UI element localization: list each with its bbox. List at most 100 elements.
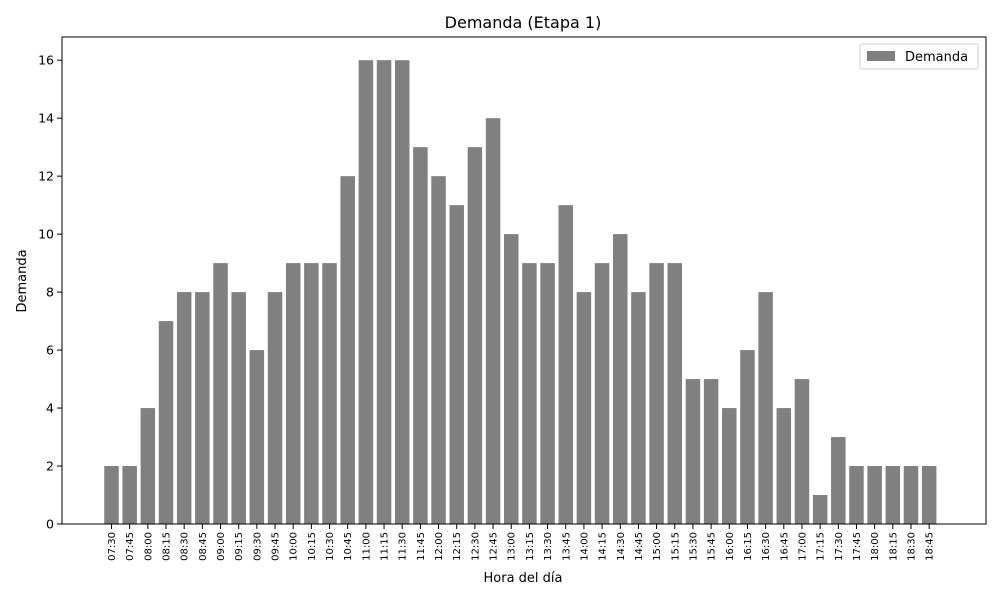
y-tick-label: 4 <box>46 401 54 416</box>
bar-13:45 <box>558 205 573 524</box>
bar-10:15 <box>304 263 319 524</box>
x-tick-label: 11:30 <box>398 532 409 561</box>
bar-17:30 <box>831 437 846 524</box>
bar-18:15 <box>885 466 901 524</box>
bar-14:00 <box>576 292 592 524</box>
bar-18:45 <box>921 466 937 524</box>
y-axis-label: Demanda <box>15 249 30 312</box>
bar-08:15 <box>158 321 174 524</box>
bar-17:15 <box>812 495 828 524</box>
x-tick-label: 12:30 <box>470 532 481 561</box>
x-tick-label: 18:15 <box>888 532 899 561</box>
legend-label: Demanda <box>905 50 968 65</box>
x-tick-label: 16:45 <box>779 532 790 561</box>
x-tick-label: 18:00 <box>870 532 881 561</box>
plot-frame <box>61 36 987 525</box>
bar-14:15 <box>594 263 610 524</box>
bar-15:30 <box>685 379 701 524</box>
x-tick-label: 15:45 <box>707 532 718 561</box>
x-tick-label: 07:45 <box>125 532 136 561</box>
bar-08:30 <box>176 292 192 524</box>
bar-11:00 <box>358 60 374 524</box>
x-tick-label: 16:15 <box>743 532 754 561</box>
y-tick-label: 14 <box>38 111 54 126</box>
x-tick-label: 17:15 <box>816 532 827 561</box>
legend: Demanda <box>859 43 979 70</box>
bar-16:30 <box>758 292 773 524</box>
x-tick-label: 10:30 <box>325 532 336 561</box>
y-tick-label: 0 <box>46 517 54 532</box>
legend-swatch <box>867 51 895 61</box>
x-tick-label: 12:00 <box>434 532 445 561</box>
x-tick-label: 11:45 <box>416 532 427 561</box>
bar-15:45 <box>703 379 719 524</box>
x-tick-label: 13:30 <box>543 532 554 561</box>
bar-17:00 <box>794 379 810 524</box>
x-tick-label: 17:00 <box>797 532 808 561</box>
bar-12:00 <box>431 176 446 524</box>
x-tick-label: 13:15 <box>525 532 536 561</box>
y-tick-label: 8 <box>46 285 54 300</box>
bar-09:00 <box>213 263 228 524</box>
x-axis: 07:30 07:45 08:00 08:15 08:30 08:45 09:00 09:15… <box>107 524 936 561</box>
x-tick-label: 14:15 <box>598 532 609 561</box>
x-tick-label: 09:15 <box>234 532 245 561</box>
bar-16:00 <box>722 408 737 524</box>
x-tick-label: 15:15 <box>670 532 681 561</box>
x-tick-label: 11:15 <box>380 532 391 561</box>
bar-11:30 <box>394 60 410 524</box>
x-tick-label: 10:00 <box>289 532 300 561</box>
bar-13:30 <box>540 263 555 524</box>
x-tick-label: 09:45 <box>271 532 282 561</box>
bar-14:45 <box>631 292 646 524</box>
x-tick-label: 14:45 <box>634 532 645 561</box>
x-tick-label: 09:00 <box>216 532 227 561</box>
bar-11:15 <box>376 60 392 524</box>
bar-07:30 <box>104 466 119 524</box>
x-tick-label: 09:30 <box>252 532 263 561</box>
x-tick-label: 11:00 <box>361 532 372 561</box>
x-tick-label: 08:45 <box>198 532 209 561</box>
bar-12:15 <box>449 205 464 524</box>
x-tick-label: 08:30 <box>180 532 191 561</box>
x-tick-label: 14:00 <box>579 532 590 561</box>
x-tick-label: 13:00 <box>507 532 518 561</box>
x-tick-label: 10:45 <box>343 532 354 561</box>
x-tick-label: 16:00 <box>725 532 736 561</box>
bar-10:00 <box>285 263 301 524</box>
x-axis-label: Hora del día <box>484 571 563 586</box>
x-tick-label: 08:00 <box>143 532 154 561</box>
bar-09:15 <box>231 292 246 524</box>
y-tick-label: 12 <box>38 169 54 184</box>
bar-17:45 <box>849 466 864 524</box>
x-tick-label: 18:45 <box>925 532 936 561</box>
bar-15:15 <box>667 263 683 524</box>
bar-07:45 <box>122 466 137 524</box>
y-tick-label: 2 <box>46 459 54 474</box>
bar-18:00 <box>867 466 882 524</box>
bar-10:30 <box>322 263 337 524</box>
bar-09:45 <box>267 292 283 524</box>
bar-13:00 <box>503 234 519 524</box>
x-tick-label: 15:30 <box>688 532 699 561</box>
bar-18:30 <box>903 466 919 524</box>
bar-09:30 <box>249 350 265 524</box>
bar-11:45 <box>413 147 428 524</box>
bar-15:00 <box>649 263 664 524</box>
x-tick-label: 17:45 <box>852 532 863 561</box>
bar-16:45 <box>776 408 792 524</box>
bar-08:00 <box>140 408 156 524</box>
y-tick-label: 6 <box>46 343 54 358</box>
bar-16:15 <box>740 350 755 524</box>
y-tick-label: 16 <box>38 53 54 68</box>
bar-14:30 <box>613 234 628 524</box>
x-tick-label: 12:15 <box>452 532 463 561</box>
x-tick-label: 07:30 <box>107 532 118 561</box>
x-tick-label: 14:30 <box>616 532 627 561</box>
bar-13:15 <box>522 263 537 524</box>
y-tick-label: 10 <box>38 227 54 242</box>
legend-box <box>859 43 979 70</box>
bar-12:45 <box>485 118 501 525</box>
bars-group <box>104 60 937 525</box>
bar-08:45 <box>195 292 210 524</box>
